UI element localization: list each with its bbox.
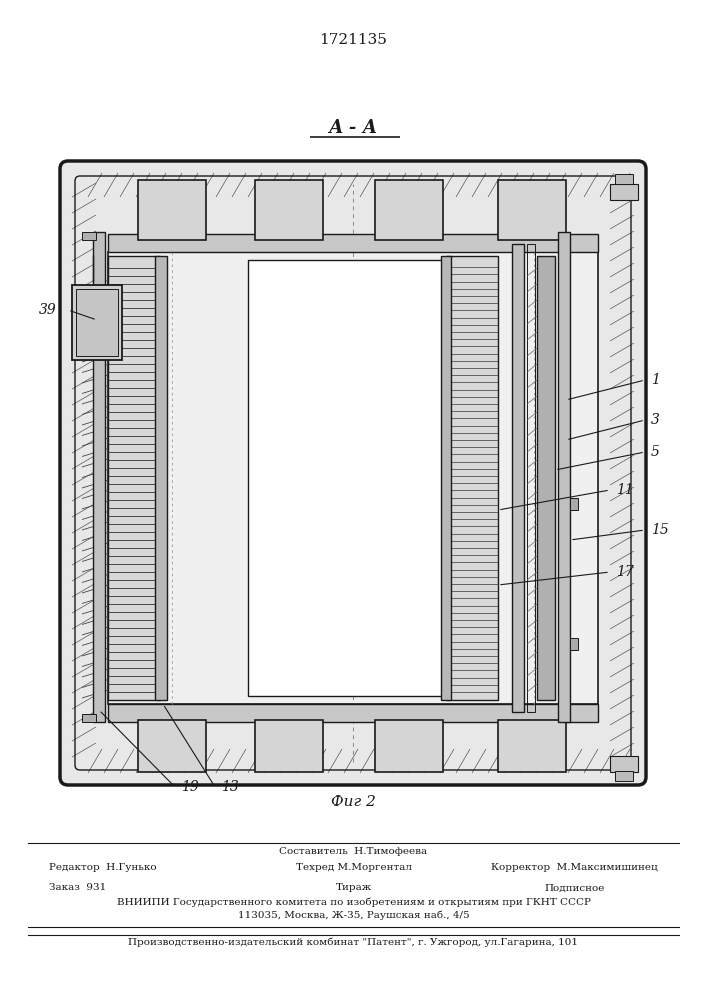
Text: 17: 17: [616, 565, 633, 579]
Text: Тираж: Тираж: [335, 884, 372, 892]
Bar: [610, 184, 638, 200]
Text: 15: 15: [651, 523, 669, 537]
Bar: [108, 252, 598, 704]
Bar: [375, 720, 443, 772]
Text: 13: 13: [221, 780, 239, 794]
Bar: [255, 720, 323, 772]
Bar: [615, 174, 633, 184]
Text: 5: 5: [651, 445, 660, 459]
Bar: [76, 289, 118, 356]
Bar: [82, 714, 96, 722]
Text: Заказ  931: Заказ 931: [49, 884, 107, 892]
Bar: [138, 180, 206, 240]
Text: 1721135: 1721135: [319, 33, 387, 47]
Bar: [537, 256, 555, 700]
Bar: [155, 256, 167, 700]
Bar: [558, 232, 570, 722]
Text: ВНИИПИ Государственного комитета по изобретениям и открытиям при ГКНТ СССР: ВНИИПИ Государственного комитета по изоб…: [117, 897, 590, 907]
Text: А - А: А - А: [328, 119, 378, 137]
Text: Составитель  Н.Тимофеева: Составитель Н.Тимофеева: [279, 848, 428, 856]
FancyBboxPatch shape: [60, 161, 646, 785]
Text: 19: 19: [181, 780, 199, 794]
Bar: [82, 232, 96, 240]
Bar: [441, 256, 451, 700]
Text: Корректор  М.Максимишинец: Корректор М.Максимишинец: [491, 862, 658, 871]
Text: Редактор  Н.Гунько: Редактор Н.Гунько: [49, 862, 157, 871]
Bar: [138, 720, 206, 772]
Bar: [108, 256, 160, 700]
Bar: [93, 232, 105, 722]
Text: 113035, Москва, Ж-35, Раушская наб., 4/5: 113035, Москва, Ж-35, Раушская наб., 4/5: [238, 910, 469, 920]
Bar: [72, 285, 122, 360]
Bar: [610, 756, 638, 772]
Text: 3: 3: [651, 413, 660, 427]
Text: 39: 39: [40, 303, 57, 317]
Bar: [446, 256, 498, 700]
Text: 1: 1: [651, 373, 660, 387]
Bar: [248, 260, 478, 696]
Bar: [512, 244, 524, 712]
Bar: [615, 771, 633, 781]
Text: 11: 11: [616, 483, 633, 497]
Bar: [527, 244, 535, 712]
Text: Производственно-издательский комбинат "Патент", г. Ужгород, ул.Гагарина, 101: Производственно-издательский комбинат "П…: [129, 937, 578, 947]
Bar: [375, 180, 443, 240]
Bar: [570, 498, 578, 510]
Bar: [108, 234, 598, 252]
Text: Фиг 2: Фиг 2: [331, 795, 375, 809]
Text: Подписное: Подписное: [544, 884, 604, 892]
Text: Техред М.Моргентал: Техред М.Моргентал: [296, 862, 411, 871]
Bar: [570, 638, 578, 650]
Bar: [255, 180, 323, 240]
Bar: [498, 720, 566, 772]
Bar: [498, 180, 566, 240]
Bar: [108, 704, 598, 722]
